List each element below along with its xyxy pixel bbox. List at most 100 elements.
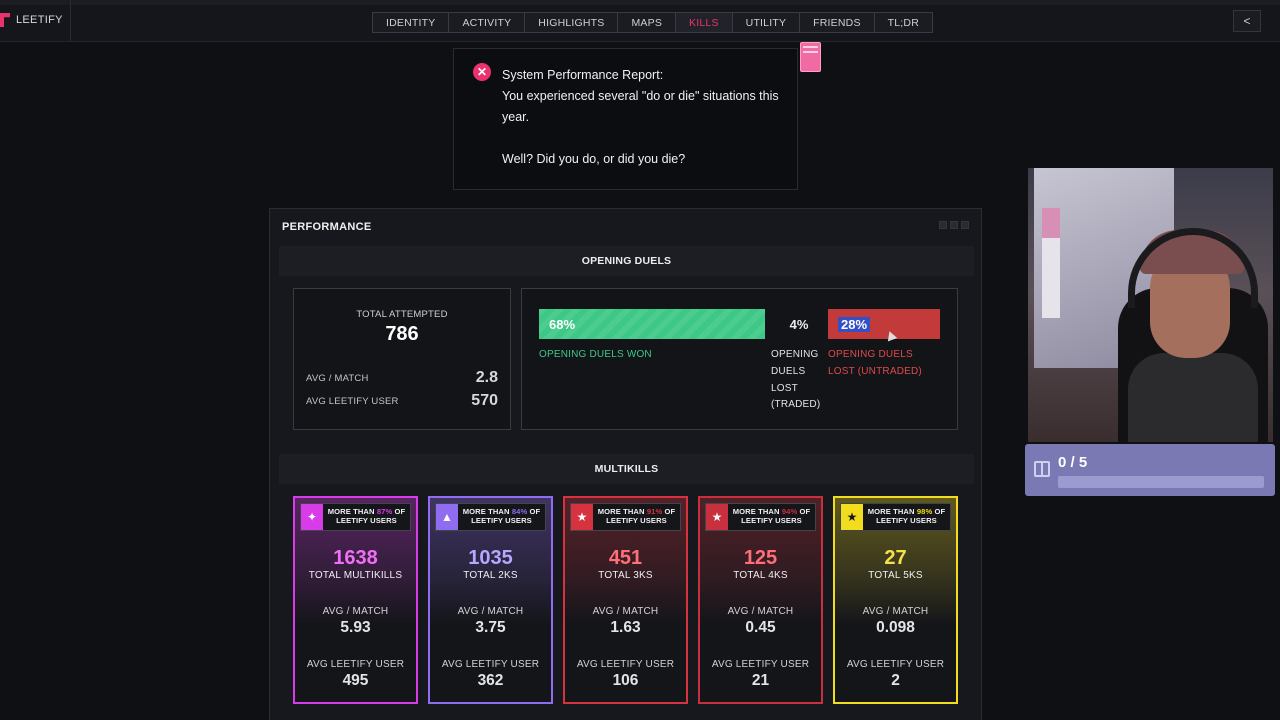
duels-won-bar: 68%: [539, 309, 765, 339]
badge-text: MORE THAN 84% OF LEETIFY USERS: [462, 507, 541, 525]
card-value: 1638: [333, 547, 378, 569]
brand-name: LEETIFY: [16, 14, 63, 26]
multikills-heading: MULTIKILLS: [279, 454, 974, 484]
card-5ks: ★ MORE THAN 98% OF LEETIFY USERS 27 TOTAL…: [833, 496, 958, 704]
card-avg-match-label: AVG / MATCH: [457, 606, 524, 617]
duels-won-pct: 68%: [549, 316, 576, 332]
badge-text: MORE THAN 94% OF LEETIFY USERS: [732, 507, 811, 525]
card-avg-user-value: 2: [891, 672, 900, 689]
brand-logo[interactable]: LEETIFY: [0, 0, 71, 42]
section-tabs: IDENTITY ACTIVITY HIGHLIGHTS MAPS KILLS …: [372, 12, 933, 33]
card-avg-match-label: AVG / MATCH: [727, 606, 794, 617]
tab-tldr[interactable]: TL;DR: [873, 12, 933, 33]
card-value: 27: [884, 547, 907, 569]
leetify-logo-icon: [0, 13, 10, 27]
sparkle-icon: ✦: [301, 504, 323, 530]
tab-kills[interactable]: KILLS: [675, 12, 733, 33]
cam-shelf: [1042, 208, 1060, 318]
duels-traded-label: OPENING DUELS LOST (TRADED): [771, 349, 821, 411]
card-label: TOTAL 2KS: [463, 570, 518, 581]
percentile-badge: ▲ MORE THAN 84% OF LEETIFY USERS: [435, 503, 546, 531]
avg-match-row: AVG / MATCH 2.8: [306, 369, 498, 387]
card-avg-match-value: 5.93: [340, 619, 371, 636]
card-avg-match-value: 3.75: [475, 619, 506, 636]
goal-progress-bar: [1058, 476, 1264, 488]
card-avg-match-value: 1.63: [610, 619, 641, 636]
card-avg-user-value: 21: [751, 672, 770, 689]
percentile-badge: ✦ MORE THAN 87% OF LEETIFY USERS: [300, 503, 411, 531]
card-avg-user-label: AVG LEETIFY USER: [846, 659, 945, 670]
badge-text: MORE THAN 87% OF LEETIFY USERS: [327, 507, 406, 525]
close-icon[interactable]: ✕: [473, 63, 491, 81]
card-avg-match-value: 0.45: [745, 619, 776, 636]
goal-count: 0 / 5: [1058, 454, 1088, 471]
share-icon: <: [1243, 14, 1251, 28]
card-3ks: ★ MORE THAN 91% OF LEETIFY USERS 451 TOTA…: [563, 496, 688, 704]
card-value: 451: [608, 547, 643, 569]
avg-match-label: AVG / MATCH: [306, 372, 369, 384]
percentile-badge: ★ MORE THAN 91% OF LEETIFY USERS: [570, 503, 681, 531]
total-attempted-value: 786: [385, 323, 419, 345]
duels-lost-label: OPENING DUELS LOST (UNTRADED): [828, 349, 922, 377]
card-avg-user-label: AVG LEETIFY USER: [306, 659, 405, 670]
stream-goal-widget: 0 / 5: [1025, 444, 1275, 496]
star-icon: ★: [571, 504, 593, 530]
star-icon: ★: [706, 504, 728, 530]
opening-duels-heading: OPENING DUELS: [279, 246, 974, 276]
badge-text: MORE THAN 98% OF LEETIFY USERS: [867, 507, 946, 525]
badge-text: MORE THAN 91% OF LEETIFY USERS: [597, 507, 676, 525]
card-value: 125: [743, 547, 778, 569]
card-avg-user-label: AVG LEETIFY USER: [441, 659, 540, 670]
card-value: 1035: [468, 547, 513, 569]
card-avg-user-value: 362: [477, 672, 504, 689]
tab-highlights[interactable]: HIGHLIGHTS: [524, 12, 619, 33]
card-label: TOTAL MULTIKILLS: [308, 570, 403, 581]
duels-traded-pct: 4%: [789, 316, 809, 332]
panel-title: PERFORMANCE: [282, 221, 372, 233]
avg-match-value: 2.8: [475, 369, 498, 386]
card-4ks: ★ MORE THAN 94% OF LEETIFY USERS 125 TOTA…: [698, 496, 823, 704]
card-multikills: ✦ MORE THAN 87% OF LEETIFY USERS 1638 TOT…: [293, 496, 418, 704]
percentile-badge: ★ MORE THAN 94% OF LEETIFY USERS: [705, 503, 816, 531]
duel-breakdown-box: 68% 4% 28% OPENING DUELS WON OPENING DUE…: [521, 288, 958, 430]
triangle-icon: ▲: [436, 504, 458, 530]
card-label: TOTAL 5KS: [868, 570, 923, 581]
avg-user-row: AVG LEETIFY USER 570: [306, 392, 498, 410]
tab-identity[interactable]: IDENTITY: [372, 12, 450, 33]
card-avg-match-label: AVG / MATCH: [862, 606, 929, 617]
close-window-icon[interactable]: [961, 221, 969, 229]
avg-user-value: 570: [471, 392, 498, 409]
card-avg-user-value: 106: [612, 672, 639, 689]
tab-utility[interactable]: UTILITY: [731, 12, 801, 33]
popup-line-2: Well? Did you do, or did you die?: [502, 152, 686, 166]
tab-activity[interactable]: ACTIVITY: [448, 12, 526, 33]
gift-icon: [1034, 461, 1050, 477]
popup-title: System Performance Report:: [502, 68, 664, 82]
cam-person-body: [1128, 353, 1258, 442]
popup-line-1: You experienced several "do or die" situ…: [502, 89, 779, 124]
webcam-feed: [1028, 168, 1273, 442]
card-avg-match-label: AVG / MATCH: [592, 606, 659, 617]
card-avg-user-label: AVG LEETIFY USER: [576, 659, 675, 670]
percentile-badge: ★ MORE THAN 98% OF LEETIFY USERS: [840, 503, 951, 531]
notepad-icon: [800, 42, 821, 72]
tab-friends[interactable]: FRIENDS: [799, 12, 875, 33]
window-controls: [939, 221, 969, 229]
tab-maps[interactable]: MAPS: [617, 12, 677, 33]
card-avg-match-label: AVG / MATCH: [322, 606, 389, 617]
duels-traded-bar: 4%: [770, 309, 828, 339]
performance-panel: PERFORMANCE OPENING DUELS TOTAL ATTEMPTE…: [269, 208, 982, 720]
duels-lost-pct: 28%: [838, 316, 871, 332]
system-report-popup: ✕ System Performance Report: You experie…: [453, 48, 798, 190]
browser-strip: [0, 0, 1280, 5]
card-label: TOTAL 4KS: [733, 570, 788, 581]
logo-divider: [70, 0, 71, 42]
duels-won-label: OPENING DUELS WON: [539, 349, 652, 360]
total-attempted-box: TOTAL ATTEMPTED 786 AVG / MATCH 2.8 AVG …: [293, 288, 511, 430]
maximize-icon[interactable]: [950, 221, 958, 229]
card-2ks: ▲ MORE THAN 84% OF LEETIFY USERS 1035 TOT…: [428, 496, 553, 704]
card-avg-user-label: AVG LEETIFY USER: [711, 659, 810, 670]
duels-lost-bar: 28%: [828, 309, 940, 339]
share-button[interactable]: <: [1233, 10, 1261, 32]
minimize-icon[interactable]: [939, 221, 947, 229]
